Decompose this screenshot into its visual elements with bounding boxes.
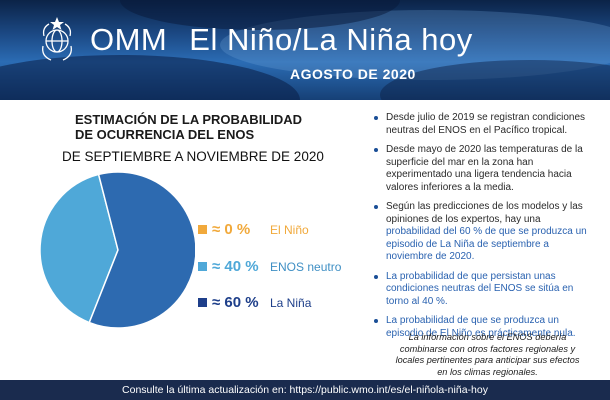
key-points-list: Desde julio de 2019 se registran condici…	[372, 112, 594, 347]
chart-title-line: DE OCURRENCIA DEL ENOS	[75, 127, 255, 142]
list-item: Desde mayo de 2020 las temperaturas de l…	[372, 144, 594, 194]
header-brand: OMM El Niño/La Niña hoy	[90, 22, 473, 58]
chart-title-line: ESTIMACIÓN DE LA PROBABILIDAD	[75, 112, 303, 127]
header-banner: OMM El Niño/La Niña hoy AGOSTO DE 2020	[0, 0, 610, 100]
enso-note: La información sobre el ENOS debería com…	[395, 332, 580, 377]
legend-swatch	[198, 298, 207, 307]
issue-date: AGOSTO DE 2020	[290, 66, 416, 82]
list-item: Desde julio de 2019 se registran condici…	[372, 112, 594, 137]
chart-subtitle: DE SEPTIEMBRE A NOVIEMBRE DE 2020	[62, 149, 324, 164]
legend-percent: ≈ 0 %	[212, 221, 251, 238]
legend-label: ENOS neutro	[270, 260, 342, 274]
enso-pie-chart	[39, 171, 195, 329]
list-item: La probabilidad de que persistan unas co…	[372, 271, 594, 309]
legend-percent: ≈ 40 %	[212, 258, 259, 275]
pie-slice-enos-neutro	[39, 173, 119, 324]
wmo-emblem-icon	[42, 17, 72, 61]
pie-slice-la-niña	[88, 171, 195, 329]
list-item: La probabilidad de que se produzca un ep…	[372, 315, 594, 340]
org-name: OMM	[90, 22, 168, 57]
legend-swatch	[198, 225, 207, 234]
page-title: El Niño/La Niña hoy	[189, 22, 473, 57]
legend-percent: ≈ 60 %	[212, 294, 259, 311]
chart-title: ESTIMACIÓN DE LA PROBABILIDAD DE OCURREN…	[75, 112, 365, 142]
list-item: Según las predicciones de los modelos y …	[372, 201, 594, 264]
legend-label: El Niño	[270, 223, 309, 237]
legend-label: La Niña	[270, 296, 312, 310]
legend-swatch	[198, 262, 207, 271]
footer-link[interactable]: Consulte la última actualización en: htt…	[0, 380, 610, 400]
